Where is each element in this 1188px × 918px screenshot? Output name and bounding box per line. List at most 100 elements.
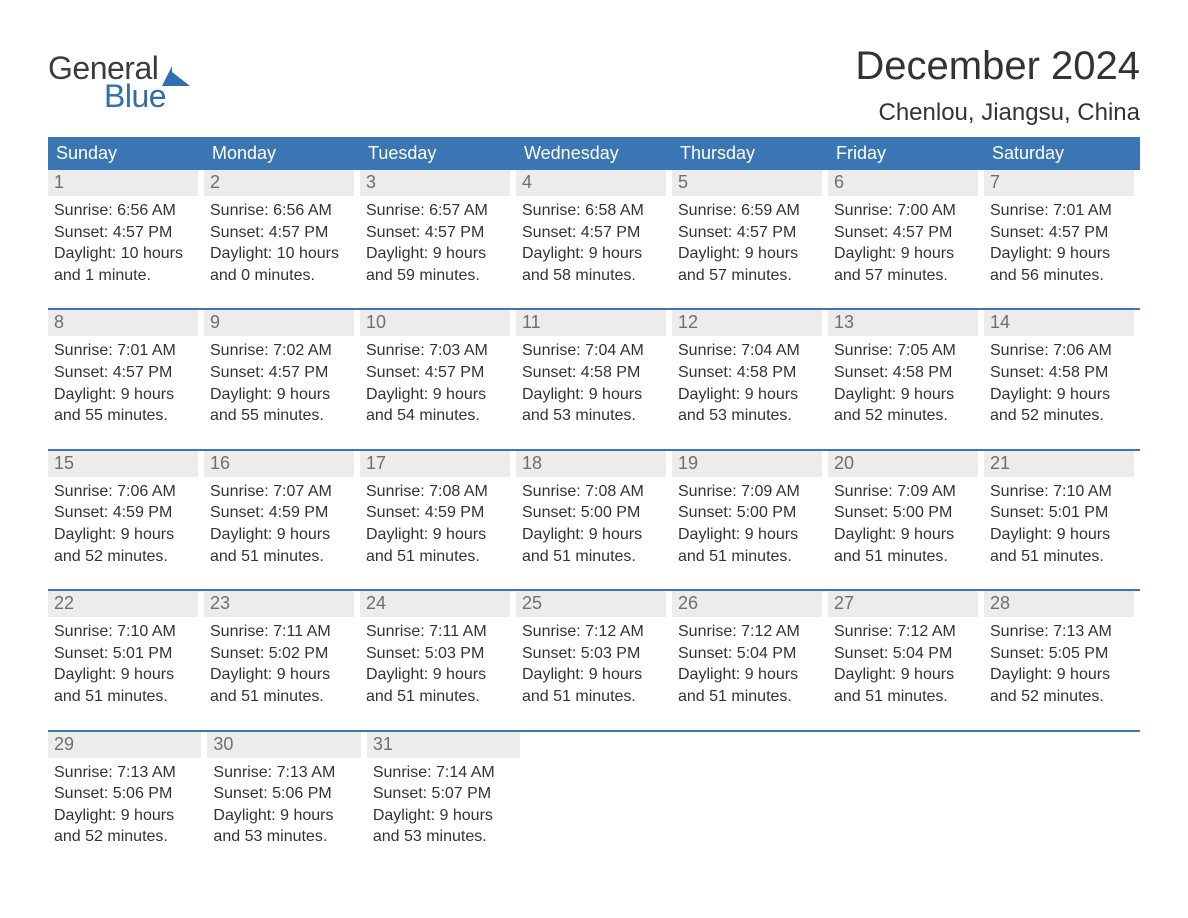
day-body: Sunrise: 7:11 AMSunset: 5:03 PMDaylight:… xyxy=(360,617,510,707)
daylight-line1: Daylight: 9 hours xyxy=(54,664,198,686)
sunset-text: Sunset: 5:02 PM xyxy=(210,643,354,665)
day-cell: 19Sunrise: 7:09 AMSunset: 5:00 PMDayligh… xyxy=(672,451,828,567)
day-number: 13 xyxy=(834,312,854,333)
sunrise-text: Sunrise: 6:58 AM xyxy=(522,200,666,222)
day-number-bar: 24 xyxy=(360,591,510,617)
day-body: Sunrise: 7:06 AMSunset: 4:59 PMDaylight:… xyxy=(48,477,198,567)
empty-day-cell xyxy=(987,732,1140,848)
day-body: Sunrise: 7:08 AMSunset: 4:59 PMDaylight:… xyxy=(360,477,510,567)
sunrise-text: Sunrise: 7:09 AM xyxy=(834,481,978,503)
daylight-line1: Daylight: 9 hours xyxy=(990,664,1134,686)
day-number-bar: 31 xyxy=(367,732,520,758)
day-number-bar: 26 xyxy=(672,591,822,617)
day-cell: 24Sunrise: 7:11 AMSunset: 5:03 PMDayligh… xyxy=(360,591,516,707)
day-number-bar: 6 xyxy=(828,170,978,196)
daylight-line2: and 51 minutes. xyxy=(366,686,510,708)
empty-day-cell xyxy=(833,732,986,848)
day-number: 9 xyxy=(210,312,220,333)
header-area: General Blue December 2024 Chenlou, Jian… xyxy=(48,30,1140,127)
day-cell: 3Sunrise: 6:57 AMSunset: 4:57 PMDaylight… xyxy=(360,170,516,286)
sunrise-text: Sunrise: 6:57 AM xyxy=(366,200,510,222)
sunset-text: Sunset: 5:00 PM xyxy=(522,502,666,524)
sunrise-text: Sunrise: 7:12 AM xyxy=(834,621,978,643)
day-body: Sunrise: 7:02 AMSunset: 4:57 PMDaylight:… xyxy=(204,336,354,426)
daylight-line1: Daylight: 9 hours xyxy=(678,524,822,546)
sunset-text: Sunset: 4:57 PM xyxy=(54,362,198,384)
empty-day-cell xyxy=(526,732,679,848)
sunrise-text: Sunrise: 7:06 AM xyxy=(990,340,1134,362)
day-cell: 7Sunrise: 7:01 AMSunset: 4:57 PMDaylight… xyxy=(984,170,1140,286)
day-body: Sunrise: 7:09 AMSunset: 5:00 PMDaylight:… xyxy=(672,477,822,567)
daylight-line2: and 51 minutes. xyxy=(990,546,1134,568)
week-row: 15 Sunrise: 7:06 AMSunset: 4:59 PMDayligh… xyxy=(48,449,1140,567)
daylight-line2: and 51 minutes. xyxy=(834,546,978,568)
daylight-line1: Daylight: 9 hours xyxy=(990,384,1134,406)
sunrise-text: Sunrise: 7:11 AM xyxy=(366,621,510,643)
weekday-header: Sunday xyxy=(48,137,204,170)
day-cell: 2Sunrise: 6:56 AMSunset: 4:57 PMDaylight… xyxy=(204,170,360,286)
day-body: Sunrise: 7:10 AMSunset: 5:01 PMDaylight:… xyxy=(984,477,1134,567)
day-cell: 8Sunrise: 7:01 AMSunset: 4:57 PMDaylight… xyxy=(48,310,204,426)
sunrise-text: Sunrise: 7:03 AM xyxy=(366,340,510,362)
day-number-bar: 16 xyxy=(204,451,354,477)
day-body: Sunrise: 6:57 AMSunset: 4:57 PMDaylight:… xyxy=(360,196,510,286)
day-number: 15 xyxy=(54,453,74,474)
day-number: 14 xyxy=(990,312,1010,333)
sunset-text: Sunset: 4:59 PM xyxy=(54,502,198,524)
sunrise-text: Sunrise: 7:00 AM xyxy=(834,200,978,222)
daylight-line1: Daylight: 9 hours xyxy=(834,664,978,686)
day-body: Sunrise: 6:59 AMSunset: 4:57 PMDaylight:… xyxy=(672,196,822,286)
sunrise-text: Sunrise: 7:09 AM xyxy=(678,481,822,503)
daylight-line1: Daylight: 9 hours xyxy=(522,664,666,686)
day-number-bar: 7 xyxy=(984,170,1134,196)
sunset-text: Sunset: 5:06 PM xyxy=(54,783,201,805)
sunrise-text: Sunrise: 7:04 AM xyxy=(522,340,666,362)
sunset-text: Sunset: 4:58 PM xyxy=(678,362,822,384)
daylight-line1: Daylight: 9 hours xyxy=(990,524,1134,546)
daylight-line1: Daylight: 9 hours xyxy=(678,384,822,406)
sunset-text: Sunset: 4:59 PM xyxy=(210,502,354,524)
daylight-line2: and 58 minutes. xyxy=(522,265,666,287)
day-number: 30 xyxy=(213,734,233,755)
day-body: Sunrise: 7:11 AMSunset: 5:02 PMDaylight:… xyxy=(204,617,354,707)
week-row: 8Sunrise: 7:01 AMSunset: 4:57 PMDaylight… xyxy=(48,308,1140,426)
sunrise-text: Sunrise: 7:08 AM xyxy=(522,481,666,503)
daylight-line2: and 0 minutes. xyxy=(210,265,354,287)
sunset-text: Sunset: 4:57 PM xyxy=(210,222,354,244)
daylight-line1: Daylight: 9 hours xyxy=(366,384,510,406)
daylight-line2: and 53 minutes. xyxy=(213,826,360,848)
weekday-header-row: Sunday Monday Tuesday Wednesday Thursday… xyxy=(48,137,1140,170)
day-number-bar: 11 xyxy=(516,310,666,336)
day-body: Sunrise: 6:56 AMSunset: 4:57 PMDaylight:… xyxy=(48,196,198,286)
day-cell: 23Sunrise: 7:11 AMSunset: 5:02 PMDayligh… xyxy=(204,591,360,707)
daylight-line2: and 51 minutes. xyxy=(834,686,978,708)
day-number-bar: 19 xyxy=(672,451,822,477)
day-body: Sunrise: 7:14 AMSunset: 5:07 PMDaylight:… xyxy=(367,758,520,848)
day-body: Sunrise: 7:01 AMSunset: 4:57 PMDaylight:… xyxy=(984,196,1134,286)
sunset-text: Sunset: 5:01 PM xyxy=(990,502,1134,524)
sunset-text: Sunset: 4:57 PM xyxy=(366,362,510,384)
day-body: Sunrise: 7:12 AMSunset: 5:04 PMDaylight:… xyxy=(672,617,822,707)
day-number: 2 xyxy=(210,172,220,193)
day-cell: 16Sunrise: 7:07 AMSunset: 4:59 PMDayligh… xyxy=(204,451,360,567)
daylight-line2: and 51 minutes. xyxy=(210,686,354,708)
daylight-line1: Daylight: 9 hours xyxy=(990,243,1134,265)
daylight-line1: Daylight: 9 hours xyxy=(834,384,978,406)
day-body: Sunrise: 6:58 AMSunset: 4:57 PMDaylight:… xyxy=(516,196,666,286)
sunset-text: Sunset: 4:57 PM xyxy=(990,222,1134,244)
day-body: Sunrise: 7:13 AMSunset: 5:06 PMDaylight:… xyxy=(207,758,360,848)
sunset-text: Sunset: 4:58 PM xyxy=(834,362,978,384)
sunrise-text: Sunrise: 7:10 AM xyxy=(990,481,1134,503)
day-number-bar: 17 xyxy=(360,451,510,477)
weekday-header: Monday xyxy=(204,137,360,170)
daylight-line2: and 57 minutes. xyxy=(834,265,978,287)
sunrise-text: Sunrise: 7:11 AM xyxy=(210,621,354,643)
day-number-bar: 22 xyxy=(48,591,198,617)
sunrise-text: Sunrise: 7:08 AM xyxy=(366,481,510,503)
daylight-line1: Daylight: 9 hours xyxy=(54,384,198,406)
day-body: Sunrise: 7:00 AMSunset: 4:57 PMDaylight:… xyxy=(828,196,978,286)
daylight-line1: Daylight: 9 hours xyxy=(522,384,666,406)
sunset-text: Sunset: 5:03 PM xyxy=(522,643,666,665)
sunset-text: Sunset: 4:58 PM xyxy=(990,362,1134,384)
weekday-header: Friday xyxy=(828,137,984,170)
